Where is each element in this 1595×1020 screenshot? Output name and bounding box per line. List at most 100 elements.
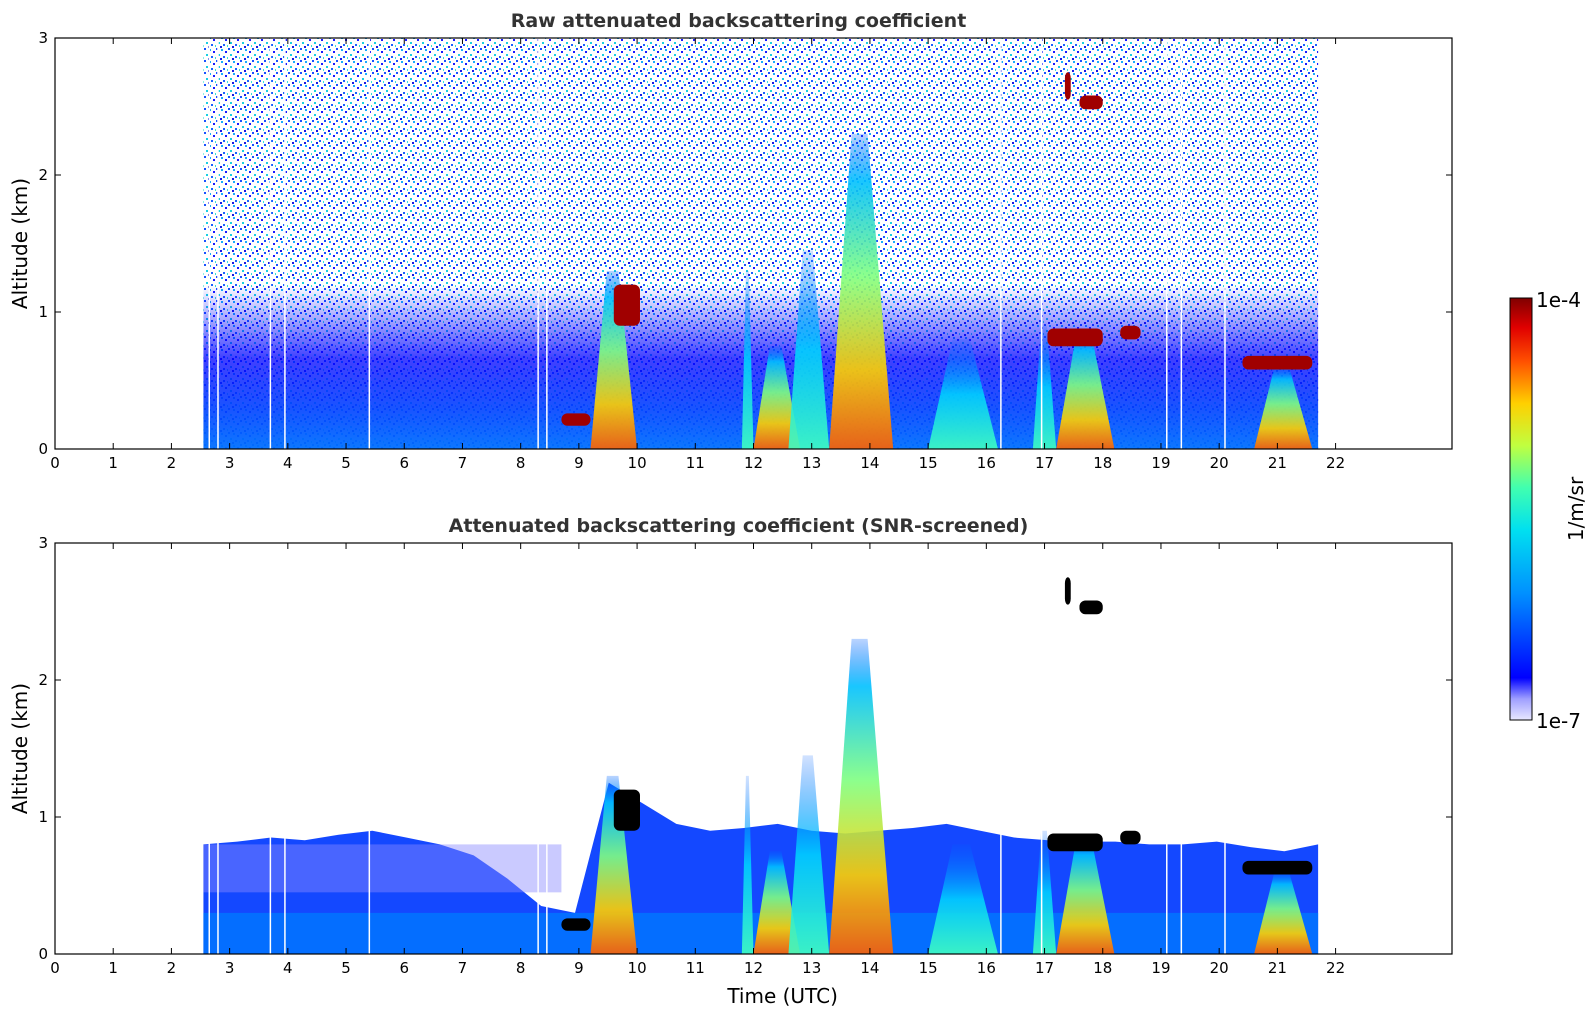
x-tick-label: 9	[574, 454, 584, 472]
x-tick-label: 2	[167, 454, 177, 472]
y-tick-label: 3	[38, 29, 48, 47]
x-tick-label: 5	[341, 959, 351, 977]
x-tick-label: 18	[1093, 959, 1112, 977]
chart-title: Attenuated backscattering coefficient (S…	[449, 515, 1029, 537]
plume-3	[753, 851, 801, 954]
cloud-4	[1120, 830, 1141, 845]
plume-9	[1254, 871, 1313, 954]
x-tick-label: 18	[1093, 454, 1112, 472]
cloud-5	[1242, 860, 1313, 875]
cloud-6	[1064, 72, 1071, 100]
cloud-7	[1079, 600, 1103, 615]
plume-1	[590, 270, 638, 449]
plume-3	[753, 346, 801, 449]
y-tick-label: 1	[38, 808, 48, 826]
x-tick-label: 1	[108, 454, 118, 472]
x-tick-label: 19	[1151, 454, 1170, 472]
cloud-3	[1047, 328, 1103, 347]
cloud-5	[1242, 355, 1313, 370]
heatmap-area	[203, 543, 1319, 954]
plume-4	[788, 755, 830, 954]
x-tick-label: 6	[399, 959, 409, 977]
x-tick-label: 13	[802, 454, 821, 472]
cloud-6	[1064, 577, 1071, 605]
cloud-2	[613, 284, 640, 326]
x-tick-label: 4	[283, 454, 293, 472]
chart-title: Raw attenuated backscattering coefficien…	[511, 10, 967, 32]
x-tick-label: 8	[516, 959, 526, 977]
x-tick-label: 21	[1268, 454, 1287, 472]
x-tick-label: 20	[1210, 454, 1229, 472]
cloud-4	[1120, 325, 1141, 340]
x-tick-label: 21	[1268, 959, 1287, 977]
cloud-1	[561, 918, 591, 931]
colorbar-label: 1/m/sr	[1564, 476, 1588, 541]
y-tick-label: 1	[38, 303, 48, 321]
x-tick-label: 16	[977, 959, 996, 977]
x-tick-label: 12	[744, 959, 763, 977]
y-tick-label: 0	[38, 440, 48, 458]
x-tick-label: 10	[628, 454, 647, 472]
cloud-7	[1079, 95, 1103, 110]
plume-5	[829, 133, 894, 449]
cloud-1	[561, 413, 591, 426]
x-tick-label: 16	[977, 454, 996, 472]
plume-6	[928, 339, 998, 449]
plume-2	[741, 270, 754, 449]
plume-2	[741, 775, 754, 954]
panel-1: 0 1 2 3 4 5 6 7 8 9 10 11 12 13 14 15 16 17 18 19 20 21 220123…	[8, 10, 1453, 472]
panel-2: 0 1 2 3 4 5 6 7 8 9 10 11 12 13 14 15 16 17 18 19 20 21 220123…	[8, 515, 1453, 1008]
plume-9	[1254, 366, 1313, 449]
x-tick-label: 2	[167, 959, 177, 977]
colorbar-min-label: 1e-7	[1536, 709, 1581, 733]
x-tick-label: 3	[225, 454, 235, 472]
x-tick-label: 5	[341, 454, 351, 472]
plume-4	[788, 250, 830, 449]
x-tick-label: 15	[919, 454, 938, 472]
x-tick-label: 7	[458, 454, 468, 472]
residual-layer	[203, 844, 562, 893]
plume-7	[1032, 830, 1057, 954]
y-tick-label: 0	[38, 945, 48, 963]
plume-8	[1056, 332, 1115, 449]
y-tick-label: 2	[38, 166, 48, 184]
heatmap-area	[203, 38, 1319, 449]
y-axis-label: Altitude (km)	[8, 178, 32, 309]
x-tick-label: 14	[860, 454, 879, 472]
plume-1	[590, 775, 638, 954]
x-tick-label: 8	[516, 454, 526, 472]
cloud-3	[1047, 833, 1103, 852]
plume-5	[829, 638, 894, 954]
x-tick-label: 17	[1035, 454, 1054, 472]
cloud-2	[613, 789, 640, 831]
x-tick-label: 22	[1326, 959, 1345, 977]
x-tick-label: 9	[574, 959, 584, 977]
x-tick-label: 13	[802, 959, 821, 977]
x-tick-label: 3	[225, 959, 235, 977]
x-tick-label: 0	[50, 959, 60, 977]
x-tick-label: 1	[108, 959, 118, 977]
x-tick-label: 14	[860, 959, 879, 977]
x-tick-label: 0	[50, 454, 60, 472]
x-tick-label: 22	[1326, 454, 1345, 472]
plume-6	[928, 844, 998, 954]
x-axis-label: Time (UTC)	[726, 984, 838, 1008]
x-tick-label: 17	[1035, 959, 1054, 977]
x-tick-label: 12	[744, 454, 763, 472]
y-tick-label: 3	[38, 534, 48, 552]
x-tick-label: 6	[399, 454, 409, 472]
x-tick-label: 15	[919, 959, 938, 977]
colorbar-max-label: 1e-4	[1536, 288, 1581, 312]
y-tick-label: 2	[38, 671, 48, 689]
x-tick-label: 20	[1210, 959, 1229, 977]
x-tick-label: 10	[628, 959, 647, 977]
plume-8	[1056, 837, 1115, 954]
x-tick-label: 11	[686, 959, 705, 977]
colorbar-gradient	[1509, 297, 1533, 721]
y-axis-label: Altitude (km)	[8, 683, 32, 814]
x-tick-label: 4	[283, 959, 293, 977]
x-tick-label: 7	[458, 959, 468, 977]
x-tick-label: 11	[686, 454, 705, 472]
x-tick-label: 19	[1151, 959, 1170, 977]
